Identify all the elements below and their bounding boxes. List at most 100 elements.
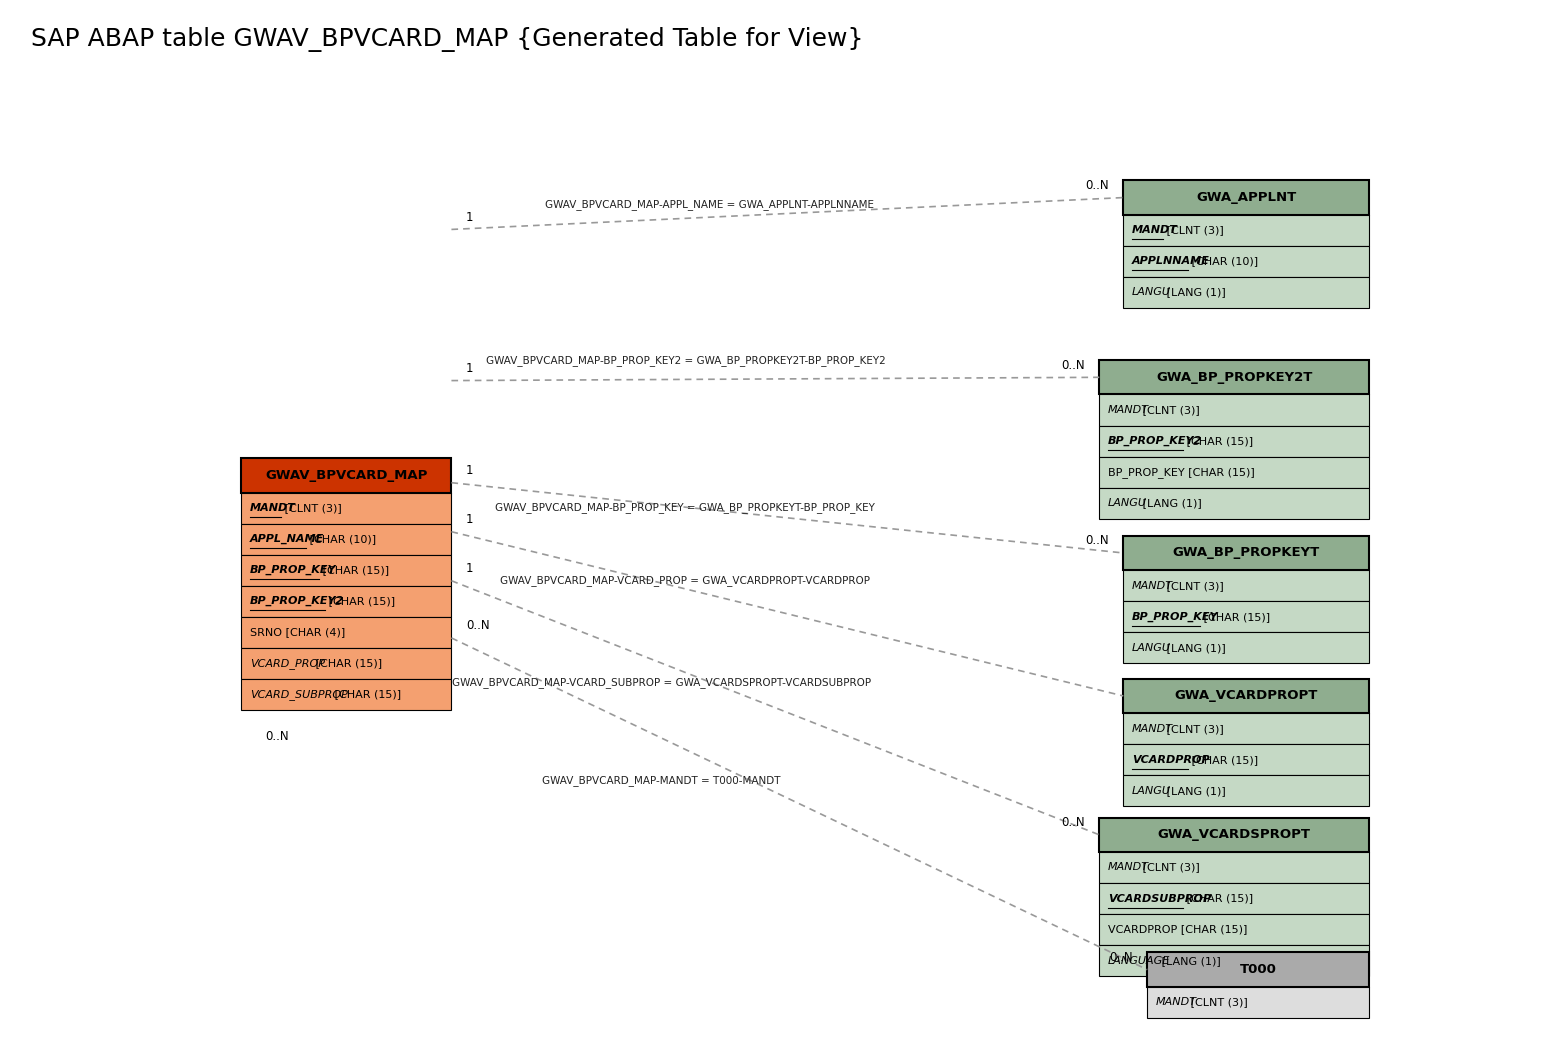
Text: GWA_VCARDPROPT: GWA_VCARDPROPT bbox=[1175, 690, 1317, 702]
Text: LANGU: LANGU bbox=[1132, 786, 1170, 796]
Text: [LANG (1)]: [LANG (1)] bbox=[1163, 786, 1226, 796]
Text: GWAV_BPVCARD_MAP-VCARD_SUBPROP = GWA_VCARDSPROPT-VCARDSUBPROP: GWAV_BPVCARD_MAP-VCARD_SUBPROP = GWA_VCA… bbox=[452, 677, 872, 689]
Text: 1: 1 bbox=[466, 562, 474, 575]
Text: VCARD_PROP: VCARD_PROP bbox=[249, 658, 325, 668]
FancyBboxPatch shape bbox=[241, 523, 452, 555]
Text: LANGU: LANGU bbox=[1132, 288, 1170, 297]
FancyBboxPatch shape bbox=[1099, 488, 1370, 519]
FancyBboxPatch shape bbox=[1124, 180, 1370, 214]
FancyBboxPatch shape bbox=[241, 586, 452, 616]
Text: [CLNT (3)]: [CLNT (3)] bbox=[1163, 580, 1223, 591]
FancyBboxPatch shape bbox=[241, 679, 452, 710]
Text: 1: 1 bbox=[466, 362, 474, 375]
Text: [CHAR (15)]: [CHAR (15)] bbox=[1187, 754, 1259, 765]
Text: [CHAR (10)]: [CHAR (10)] bbox=[1187, 257, 1259, 266]
Text: [CHAR (15)]: [CHAR (15)] bbox=[1183, 893, 1252, 904]
Text: GWAV_BPVCARD_MAP-BP_PROP_KEY2 = GWA_BP_PROPKEY2T-BP_PROP_KEY2: GWAV_BPVCARD_MAP-BP_PROP_KEY2 = GWA_BP_P… bbox=[486, 354, 885, 366]
Text: GWA_VCARDSPROPT: GWA_VCARDSPROPT bbox=[1158, 829, 1311, 841]
Text: GWA_APPLNT: GWA_APPLNT bbox=[1197, 191, 1296, 204]
Text: GWAV_BPVCARD_MAP-APPL_NAME = GWA_APPLNT-APPLNNAME: GWAV_BPVCARD_MAP-APPL_NAME = GWA_APPLNT-… bbox=[545, 199, 875, 210]
Text: GWAV_BPVCARD_MAP-MANDT = T000-MANDT: GWAV_BPVCARD_MAP-MANDT = T000-MANDT bbox=[542, 776, 780, 786]
Text: 0..N: 0..N bbox=[1062, 359, 1085, 371]
FancyBboxPatch shape bbox=[1099, 852, 1370, 883]
Text: 0..N: 0..N bbox=[1062, 816, 1085, 829]
FancyBboxPatch shape bbox=[1124, 713, 1370, 744]
FancyBboxPatch shape bbox=[1099, 456, 1370, 488]
Text: [LANG (1)]: [LANG (1)] bbox=[1163, 288, 1226, 297]
FancyBboxPatch shape bbox=[241, 647, 452, 679]
FancyBboxPatch shape bbox=[241, 458, 452, 492]
Text: T000: T000 bbox=[1240, 963, 1277, 976]
FancyBboxPatch shape bbox=[1124, 776, 1370, 806]
FancyBboxPatch shape bbox=[1124, 214, 1370, 246]
Text: 0..N: 0..N bbox=[266, 730, 289, 744]
FancyBboxPatch shape bbox=[1124, 744, 1370, 776]
Text: [LANG (1)]: [LANG (1)] bbox=[1158, 956, 1220, 966]
FancyBboxPatch shape bbox=[1124, 602, 1370, 632]
Text: MANDT: MANDT bbox=[249, 503, 296, 514]
Text: GWA_BP_PROPKEYT: GWA_BP_PROPKEYT bbox=[1173, 546, 1320, 559]
FancyBboxPatch shape bbox=[1099, 945, 1370, 976]
Text: BP_PROP_KEY: BP_PROP_KEY bbox=[1132, 611, 1218, 622]
Text: SRNO [CHAR (4)]: SRNO [CHAR (4)] bbox=[249, 627, 345, 638]
Text: [CHAR (15)]: [CHAR (15)] bbox=[331, 690, 401, 699]
FancyBboxPatch shape bbox=[1099, 360, 1370, 395]
Text: BP_PROP_KEY [CHAR (15)]: BP_PROP_KEY [CHAR (15)] bbox=[1108, 467, 1254, 477]
Text: VCARDSUBPROP: VCARDSUBPROP bbox=[1108, 893, 1211, 904]
FancyBboxPatch shape bbox=[1124, 570, 1370, 602]
Text: [LANG (1)]: [LANG (1)] bbox=[1139, 498, 1201, 508]
Text: [CHAR (15)]: [CHAR (15)] bbox=[319, 566, 389, 575]
Text: MANDT: MANDT bbox=[1156, 997, 1197, 1007]
Text: MANDT: MANDT bbox=[1132, 580, 1173, 591]
FancyBboxPatch shape bbox=[241, 555, 452, 586]
FancyBboxPatch shape bbox=[1124, 536, 1370, 570]
Text: [CHAR (15)]: [CHAR (15)] bbox=[325, 596, 395, 606]
Text: GWAV_BPVCARD_MAP: GWAV_BPVCARD_MAP bbox=[265, 469, 427, 482]
FancyBboxPatch shape bbox=[1099, 883, 1370, 915]
Text: [CHAR (15)]: [CHAR (15)] bbox=[313, 658, 382, 668]
Text: [CLNT (3)]: [CLNT (3)] bbox=[1163, 225, 1223, 236]
Text: MANDT: MANDT bbox=[1132, 724, 1173, 733]
Text: SAP ABAP table GWAV_BPVCARD_MAP {Generated Table for View}: SAP ABAP table GWAV_BPVCARD_MAP {Generat… bbox=[31, 27, 864, 52]
Text: 1: 1 bbox=[466, 514, 474, 526]
FancyBboxPatch shape bbox=[1099, 818, 1370, 852]
FancyBboxPatch shape bbox=[241, 492, 452, 523]
Text: APPLNNAME: APPLNNAME bbox=[1132, 257, 1209, 266]
FancyBboxPatch shape bbox=[1124, 277, 1370, 308]
Text: [CHAR (10)]: [CHAR (10)] bbox=[307, 534, 376, 544]
Text: [CLNT (3)]: [CLNT (3)] bbox=[282, 503, 342, 514]
FancyBboxPatch shape bbox=[1099, 425, 1370, 456]
Text: LANGU: LANGU bbox=[1108, 498, 1147, 508]
Text: LANGUAGE: LANGUAGE bbox=[1108, 956, 1170, 966]
Text: 1: 1 bbox=[466, 464, 474, 477]
Text: [CLNT (3)]: [CLNT (3)] bbox=[1139, 405, 1200, 415]
Text: VCARDPROP [CHAR (15)]: VCARDPROP [CHAR (15)] bbox=[1108, 924, 1248, 935]
Text: 0..N: 0..N bbox=[1085, 179, 1108, 192]
Text: GWAV_BPVCARD_MAP-VCARD_PROP = GWA_VCARDPROPT-VCARDPROP: GWAV_BPVCARD_MAP-VCARD_PROP = GWA_VCARDP… bbox=[500, 575, 870, 586]
Text: BP_PROP_KEY: BP_PROP_KEY bbox=[249, 566, 336, 575]
Text: [CHAR (15)]: [CHAR (15)] bbox=[1183, 436, 1252, 446]
FancyBboxPatch shape bbox=[1124, 632, 1370, 663]
Text: VCARDPROP: VCARDPROP bbox=[1132, 754, 1209, 765]
Text: [LANG (1)]: [LANG (1)] bbox=[1163, 643, 1226, 653]
Text: 0..N: 0..N bbox=[1110, 951, 1133, 963]
Text: MANDT: MANDT bbox=[1132, 225, 1178, 236]
Text: 1: 1 bbox=[466, 211, 474, 224]
Text: MANDT: MANDT bbox=[1108, 863, 1149, 872]
Text: [CLNT (3)]: [CLNT (3)] bbox=[1187, 997, 1248, 1007]
FancyBboxPatch shape bbox=[1147, 953, 1370, 987]
Text: VCARD_SUBPROP: VCARD_SUBPROP bbox=[249, 689, 348, 700]
Text: GWA_BP_PROPKEY2T: GWA_BP_PROPKEY2T bbox=[1156, 370, 1313, 384]
FancyBboxPatch shape bbox=[1124, 246, 1370, 277]
Text: [CLNT (3)]: [CLNT (3)] bbox=[1139, 863, 1200, 872]
Text: BP_PROP_KEY2: BP_PROP_KEY2 bbox=[249, 596, 344, 606]
FancyBboxPatch shape bbox=[1099, 395, 1370, 425]
Text: GWAV_BPVCARD_MAP-BP_PROP_KEY = GWA_BP_PROPKEYT-BP_PROP_KEY: GWAV_BPVCARD_MAP-BP_PROP_KEY = GWA_BP_PR… bbox=[495, 502, 875, 512]
Text: APPL_NAME: APPL_NAME bbox=[249, 534, 324, 544]
Text: LANGU: LANGU bbox=[1132, 643, 1170, 653]
Text: BP_PROP_KEY2: BP_PROP_KEY2 bbox=[1108, 436, 1201, 447]
Text: 0..N: 0..N bbox=[466, 620, 489, 632]
FancyBboxPatch shape bbox=[241, 616, 452, 647]
FancyBboxPatch shape bbox=[1124, 679, 1370, 713]
Text: [CLNT (3)]: [CLNT (3)] bbox=[1163, 724, 1223, 733]
